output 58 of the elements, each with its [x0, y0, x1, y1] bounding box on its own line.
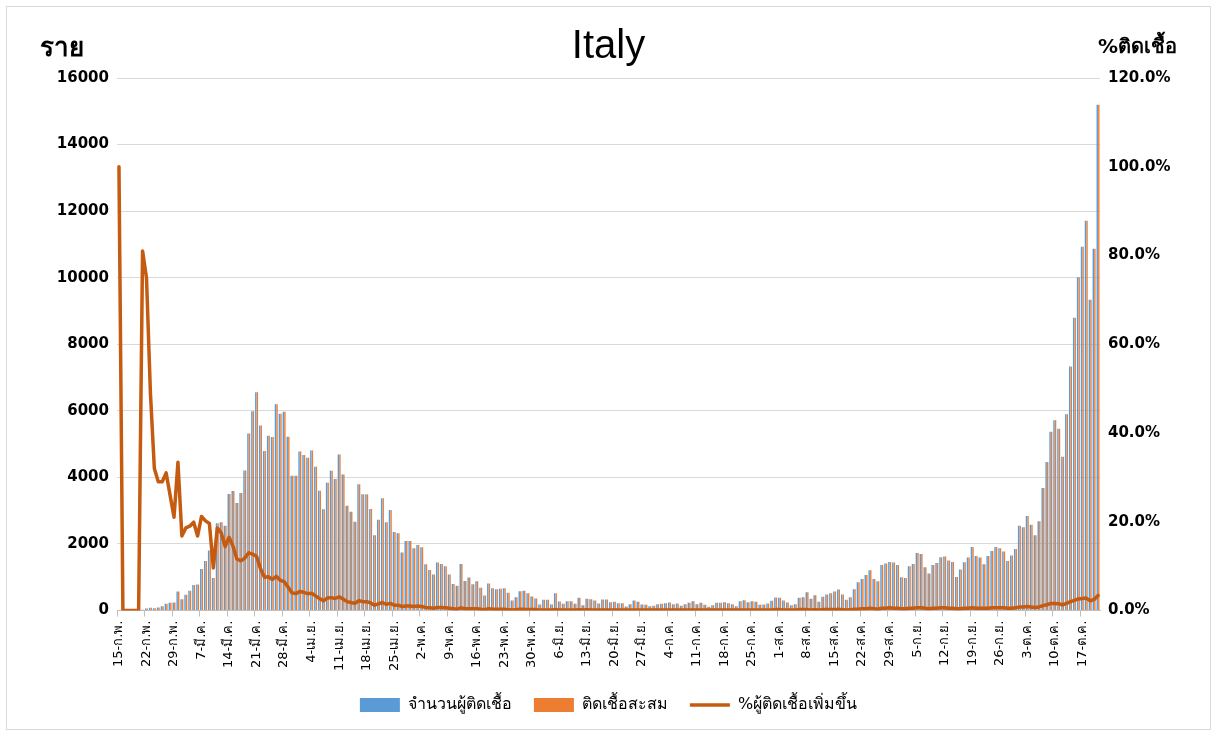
- x-tick-label: 13-มิ.ย.: [578, 620, 594, 667]
- x-tick-label: 25-ก.ค.: [743, 620, 759, 667]
- x-tick-label: 8-ส.ค.: [798, 620, 814, 659]
- x-tick-label: 14-มี.ค.: [220, 620, 236, 668]
- y2-tick-label: 20.0%: [1108, 511, 1161, 530]
- x-tick-label: 23-พ.ค.: [495, 620, 511, 668]
- x-tick-label: 7-มี.ค.: [192, 620, 208, 660]
- x-tick-label: 16-พ.ค.: [468, 620, 484, 668]
- x-tick-label: 27-มิ.ย.: [633, 620, 649, 667]
- y-tick-label: 10000: [56, 267, 109, 286]
- x-tick-label: 11-เม.ย.: [330, 620, 346, 671]
- y2-tick-label: 40.0%: [1108, 422, 1161, 441]
- x-tick-label: 15-ส.ค.: [825, 620, 841, 667]
- y2-tick-label: 100.0%: [1108, 156, 1171, 175]
- x-tick-label: 4-ก.ค.: [660, 620, 676, 659]
- x-tick-label: 18-ก.ค.: [715, 620, 731, 667]
- y-tick-label: 12000: [56, 201, 109, 220]
- x-tick-label: 22-ส.ค.: [853, 620, 869, 667]
- y2-tick-label: 120.0%: [1108, 67, 1171, 86]
- x-tick-label: 19-ก.ย.: [963, 620, 979, 666]
- x-tick-label: 22-ก.พ.: [137, 620, 153, 667]
- y-tick-label: 16000: [56, 67, 109, 86]
- y2-axis-title: %ติดเชื้อ: [1097, 30, 1177, 60]
- y-axis-title: ราย: [40, 31, 84, 64]
- y2-tick-label: 0.0%: [1108, 600, 1150, 619]
- y-tick-label: 8000: [67, 334, 109, 353]
- x-tick-label: 10-ต.ค.: [1046, 620, 1062, 667]
- x-tick-label: 17-ต.ค.: [1073, 620, 1089, 667]
- x-tick-label: 25-เม.ย.: [385, 620, 401, 671]
- y-tick-label: 14000: [56, 134, 109, 153]
- y-tick-label: 4000: [67, 467, 109, 486]
- x-tick-label: 11-ก.ค.: [688, 620, 704, 667]
- x-tick-label: 3-ต.ค.: [1018, 620, 1034, 659]
- x-tick-label: 9-พ.ค.: [440, 620, 456, 660]
- x-tick-label: 21-มี.ค.: [247, 620, 263, 668]
- x-tick-label: 12-ก.ย.: [936, 620, 952, 666]
- x-tick-label: 26-ก.ย.: [991, 620, 1007, 666]
- x-tick-label: 20-มิ.ย.: [605, 620, 621, 667]
- y-tick-label: 0: [98, 600, 109, 619]
- x-tick-label: 2-พ.ค.: [413, 620, 429, 660]
- y2-tick-label: 80.0%: [1108, 245, 1161, 264]
- chart-title: Italy: [571, 22, 646, 66]
- x-tick-label: 4-เม.ย.: [303, 620, 319, 663]
- legend-label: ติดเชื้อสะสม: [581, 692, 668, 714]
- legend-label: จำนวนผู้ติดเชื้อ: [407, 692, 512, 715]
- y-tick-label: 2000: [67, 533, 109, 552]
- x-tick-label: 5-ก.ย.: [908, 620, 924, 658]
- x-tick-label: 29-ส.ค.: [881, 620, 897, 667]
- y-tick-label: 6000: [67, 400, 109, 419]
- x-tick-label: 29-ก.พ.: [165, 620, 181, 667]
- y2-tick-label: 60.0%: [1108, 334, 1161, 353]
- x-tick-label: 1-ส.ค.: [770, 620, 786, 659]
- x-tick-label: 6-มิ.ย.: [550, 620, 566, 659]
- x-tick-label: 28-มี.ค.: [275, 620, 291, 668]
- legend-label: %ผู้ติดเชื้อเพิ่มขึ้น: [737, 692, 858, 715]
- x-tick-label: 15-ก.พ.: [110, 620, 126, 667]
- x-tick-label: 30-พ.ค.: [523, 620, 539, 668]
- x-tick-label: 18-เม.ย.: [358, 620, 374, 671]
